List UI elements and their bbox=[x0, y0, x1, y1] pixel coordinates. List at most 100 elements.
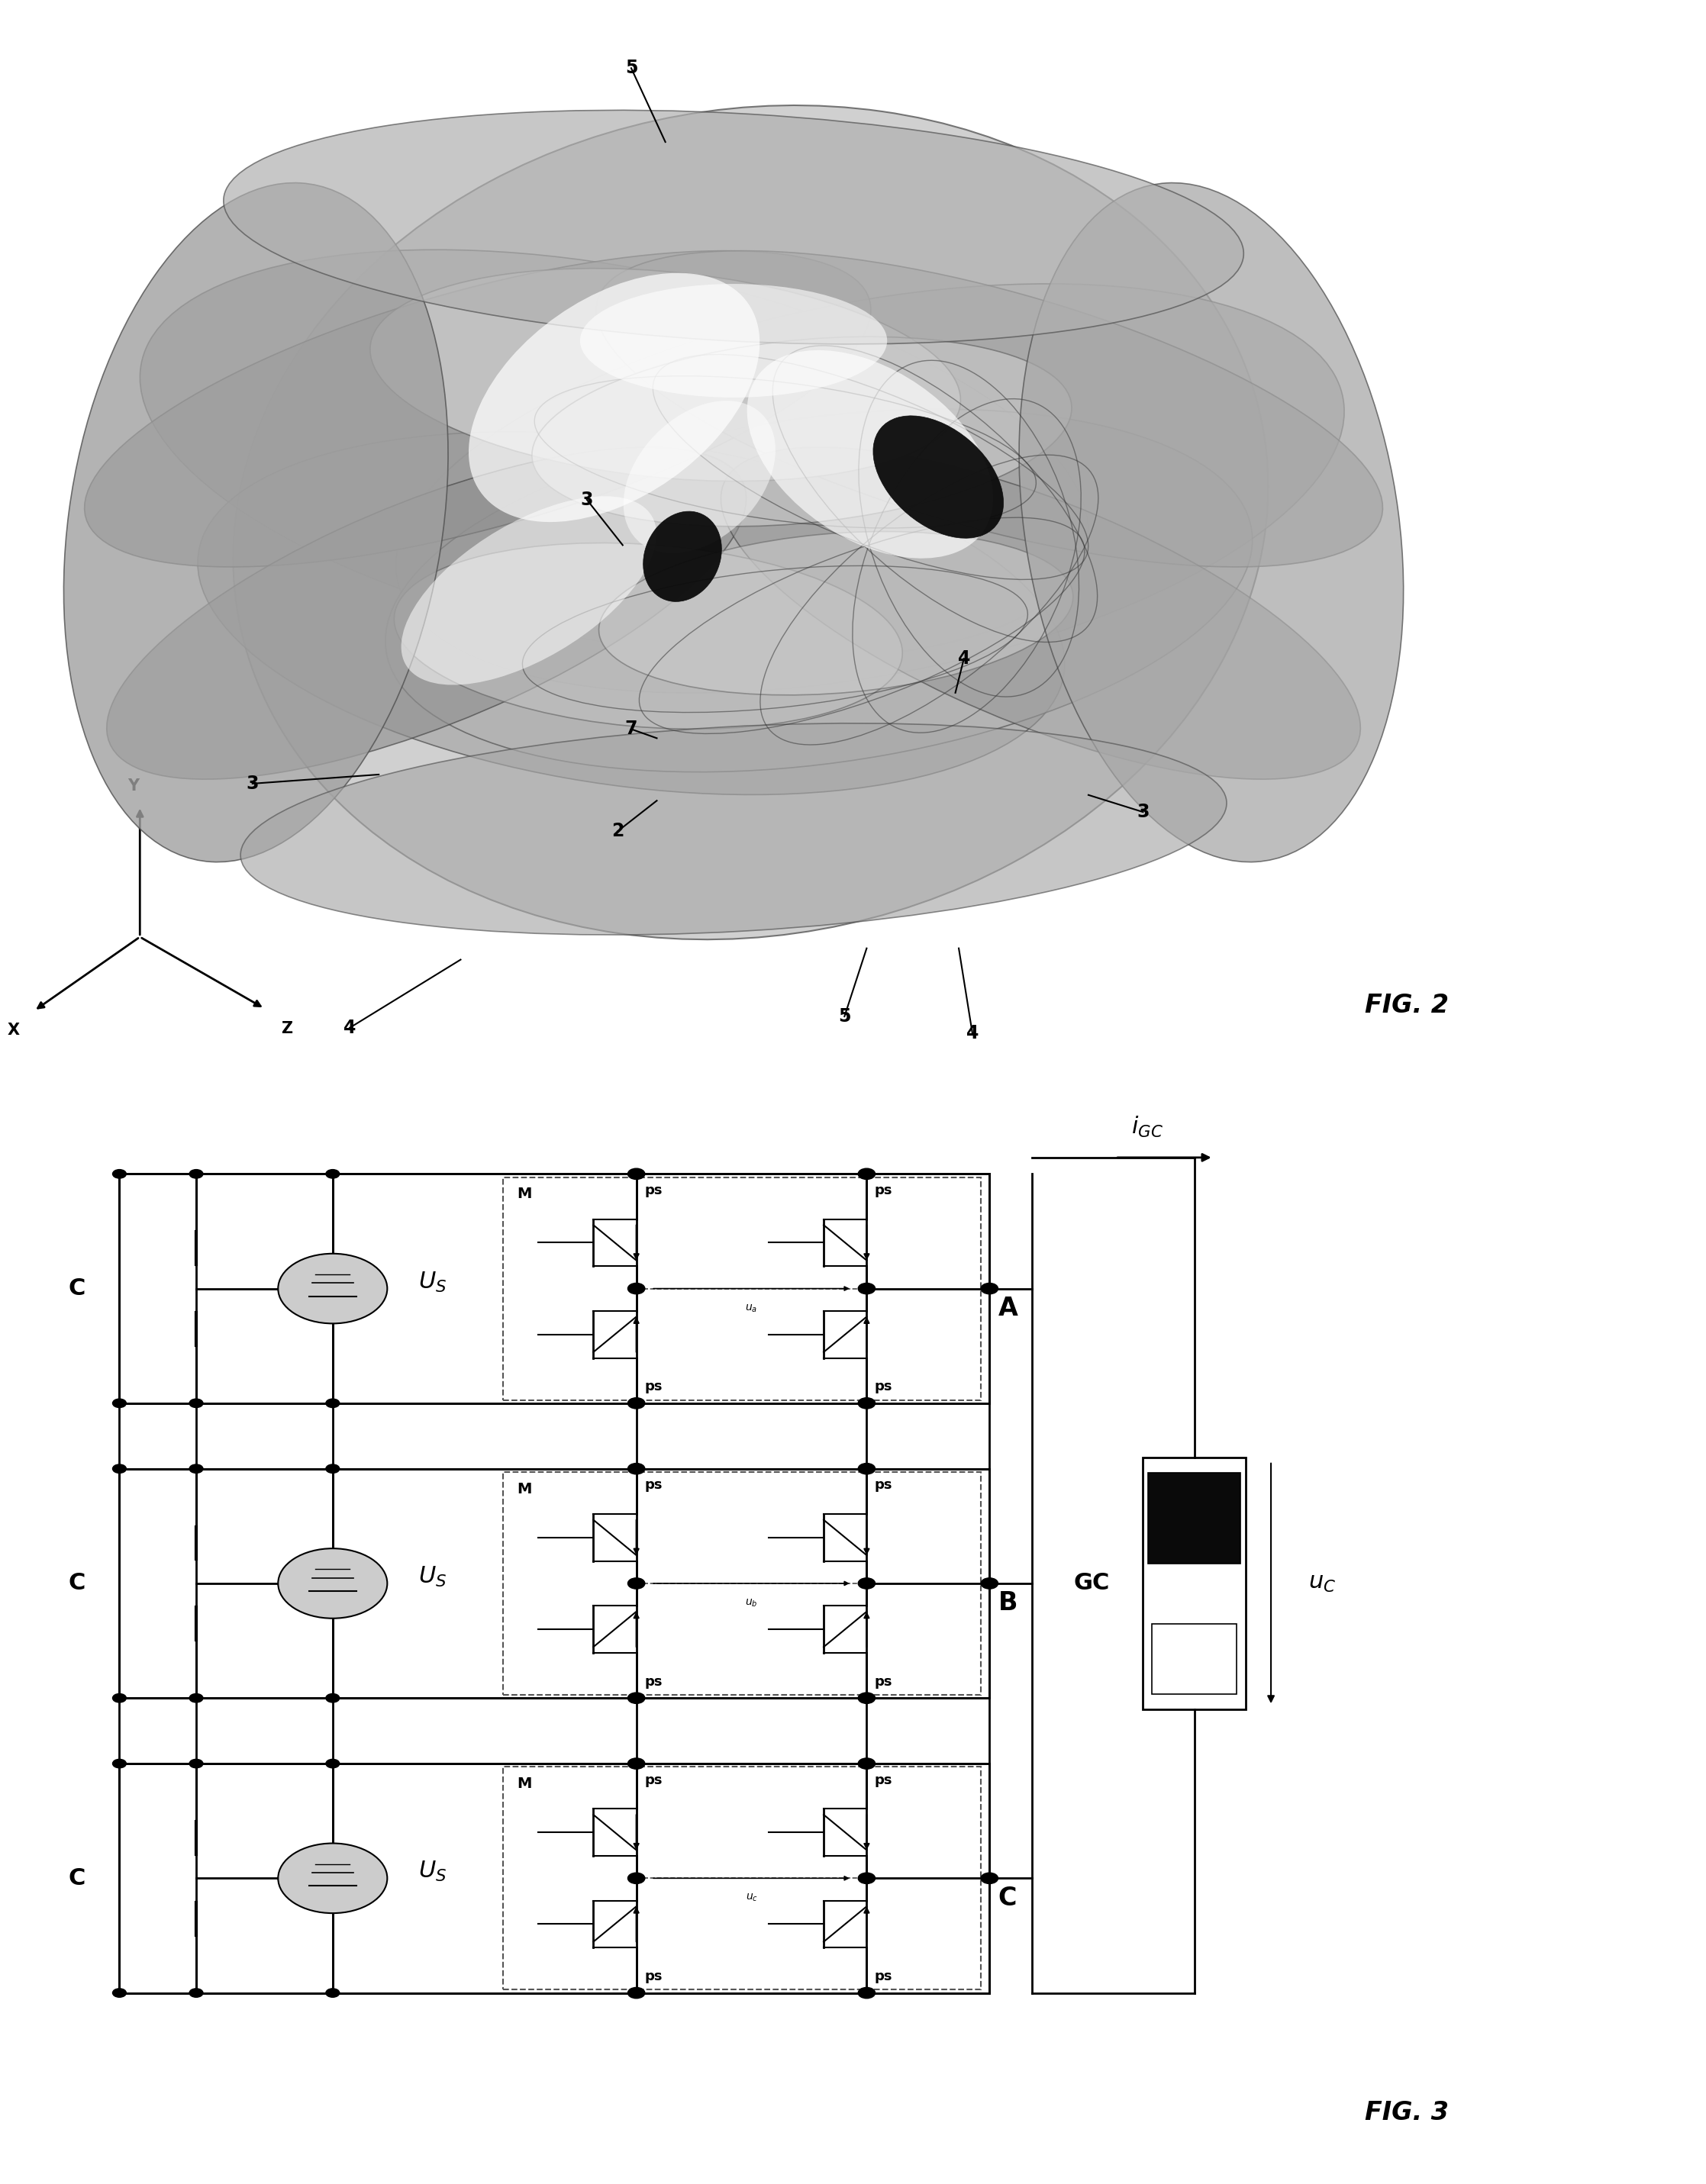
Text: ps: ps bbox=[645, 1184, 662, 1197]
Circle shape bbox=[630, 1463, 643, 1472]
Ellipse shape bbox=[599, 531, 1073, 695]
Ellipse shape bbox=[469, 273, 759, 522]
Ellipse shape bbox=[140, 249, 1088, 660]
Circle shape bbox=[326, 1695, 339, 1704]
Circle shape bbox=[628, 1693, 645, 1704]
Circle shape bbox=[628, 1577, 645, 1590]
Text: M: M bbox=[517, 1778, 532, 1791]
Circle shape bbox=[858, 1463, 875, 1474]
Ellipse shape bbox=[223, 109, 1244, 345]
Ellipse shape bbox=[597, 251, 1382, 568]
Text: FIG. 3: FIG. 3 bbox=[1365, 2101, 1448, 2125]
Ellipse shape bbox=[370, 269, 960, 480]
Circle shape bbox=[858, 1987, 875, 1998]
Circle shape bbox=[860, 1463, 873, 1472]
Circle shape bbox=[630, 1400, 643, 1409]
Text: ps: ps bbox=[645, 1479, 662, 1492]
Circle shape bbox=[860, 1400, 873, 1409]
Ellipse shape bbox=[386, 408, 1252, 771]
Circle shape bbox=[189, 1760, 203, 1769]
Bar bbox=[119, 1765, 989, 1992]
Circle shape bbox=[860, 1171, 873, 1179]
Circle shape bbox=[628, 1284, 645, 1293]
Circle shape bbox=[860, 1987, 873, 1996]
Text: ps: ps bbox=[645, 1675, 662, 1688]
Bar bbox=[1152, 1623, 1237, 1695]
Circle shape bbox=[860, 1760, 873, 1769]
Text: $U_S$: $U_S$ bbox=[418, 1861, 447, 1883]
Bar bbox=[503, 1177, 981, 1400]
Circle shape bbox=[628, 1168, 645, 1179]
Circle shape bbox=[113, 1400, 126, 1409]
Circle shape bbox=[189, 1987, 203, 1996]
Ellipse shape bbox=[401, 496, 657, 686]
Text: 4: 4 bbox=[966, 1024, 979, 1042]
Ellipse shape bbox=[234, 105, 1268, 939]
Circle shape bbox=[858, 1872, 875, 1883]
Circle shape bbox=[326, 1171, 339, 1179]
Text: FIG. 2: FIG. 2 bbox=[1365, 992, 1448, 1018]
Circle shape bbox=[189, 1463, 203, 1472]
Circle shape bbox=[189, 1171, 203, 1179]
Circle shape bbox=[630, 1760, 643, 1769]
Text: $u_a$: $u_a$ bbox=[746, 1302, 757, 1315]
Text: ps: ps bbox=[645, 1970, 662, 1983]
Circle shape bbox=[628, 1872, 645, 1883]
Text: C: C bbox=[998, 1885, 1017, 1911]
Ellipse shape bbox=[623, 400, 776, 553]
Text: ps: ps bbox=[875, 1184, 892, 1197]
Circle shape bbox=[858, 1758, 875, 1769]
Circle shape bbox=[630, 1171, 643, 1179]
Circle shape bbox=[113, 1171, 126, 1179]
Circle shape bbox=[628, 1987, 645, 1998]
Circle shape bbox=[628, 1758, 645, 1769]
Text: $u_b$: $u_b$ bbox=[746, 1597, 757, 1610]
Text: 3: 3 bbox=[246, 775, 259, 793]
Text: C: C bbox=[68, 1572, 85, 1594]
Text: M: M bbox=[517, 1188, 532, 1201]
Text: 4: 4 bbox=[957, 649, 971, 668]
Circle shape bbox=[630, 1695, 643, 1704]
Text: ps: ps bbox=[645, 1380, 662, 1393]
Ellipse shape bbox=[63, 183, 449, 863]
Circle shape bbox=[278, 1254, 387, 1324]
Text: A: A bbox=[998, 1295, 1018, 1321]
Text: 5: 5 bbox=[838, 1007, 851, 1026]
Ellipse shape bbox=[643, 511, 722, 601]
Ellipse shape bbox=[198, 432, 1065, 795]
Circle shape bbox=[858, 1284, 875, 1293]
Ellipse shape bbox=[1018, 183, 1404, 863]
Circle shape bbox=[858, 1693, 875, 1704]
Text: ps: ps bbox=[645, 1773, 662, 1787]
Bar bbox=[503, 1472, 981, 1695]
Text: ps: ps bbox=[875, 1479, 892, 1492]
Ellipse shape bbox=[747, 349, 993, 559]
Circle shape bbox=[189, 1695, 203, 1704]
Circle shape bbox=[628, 1398, 645, 1409]
Circle shape bbox=[858, 1577, 875, 1590]
Text: ps: ps bbox=[875, 1773, 892, 1787]
Circle shape bbox=[630, 1987, 643, 1996]
Text: 3: 3 bbox=[580, 491, 594, 509]
Text: C: C bbox=[68, 1278, 85, 1299]
Circle shape bbox=[326, 1987, 339, 1996]
Circle shape bbox=[189, 1400, 203, 1409]
Bar bbox=[1143, 1459, 1245, 1708]
Text: 4: 4 bbox=[343, 1018, 357, 1037]
Circle shape bbox=[326, 1400, 339, 1409]
Text: 7: 7 bbox=[624, 721, 638, 738]
Text: 3: 3 bbox=[1136, 804, 1150, 821]
Circle shape bbox=[981, 1284, 998, 1293]
Ellipse shape bbox=[722, 448, 1360, 780]
Circle shape bbox=[113, 1987, 126, 1996]
Ellipse shape bbox=[396, 284, 1344, 692]
Text: B: B bbox=[998, 1590, 1017, 1616]
Ellipse shape bbox=[580, 284, 887, 397]
Text: C: C bbox=[68, 1867, 85, 1889]
Ellipse shape bbox=[394, 544, 902, 729]
Circle shape bbox=[113, 1760, 126, 1769]
Circle shape bbox=[860, 1695, 873, 1704]
Text: $U_S$: $U_S$ bbox=[418, 1566, 447, 1588]
Text: Y: Y bbox=[128, 778, 138, 793]
Circle shape bbox=[113, 1695, 126, 1704]
